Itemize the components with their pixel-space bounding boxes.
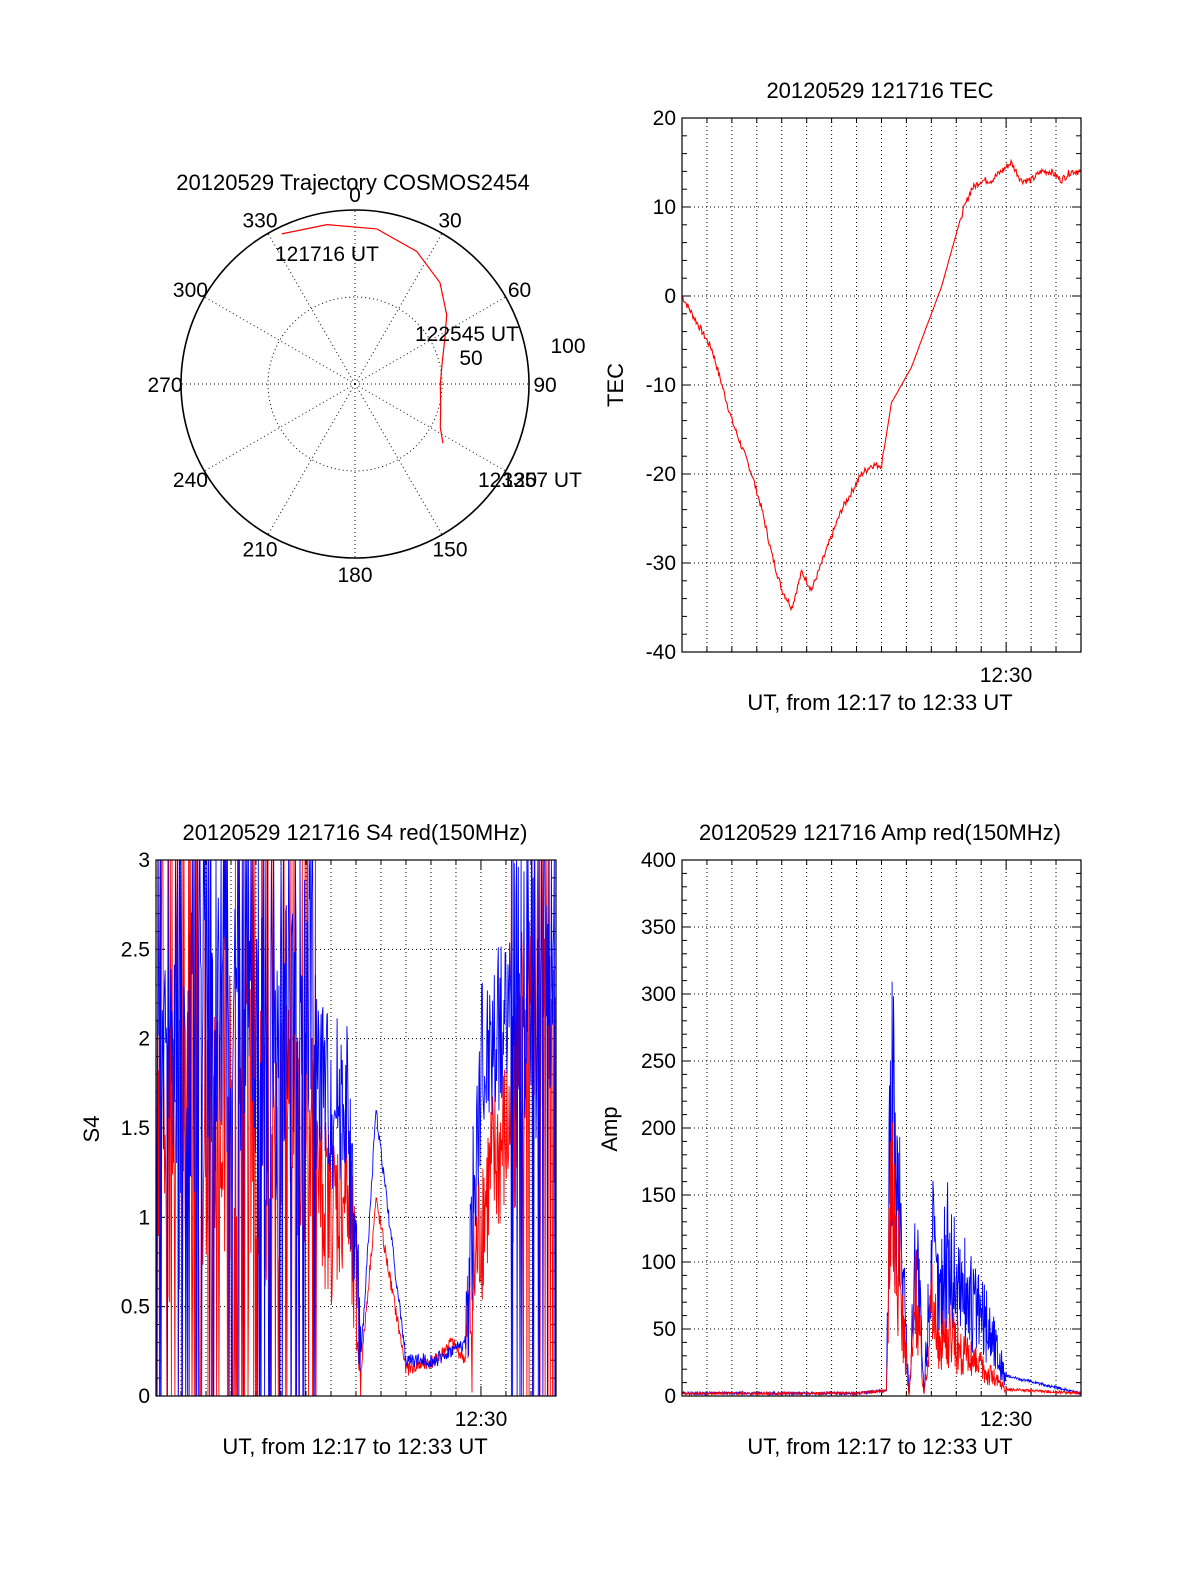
polar-spoke-150	[354, 383, 443, 535]
s4-title: 20120529 121716 S4 red(150MHz)	[183, 820, 528, 845]
polar-panel: 20120529 Trajectory COSMOS2454 0 30 60 90 12…	[147, 170, 585, 587]
s4-blue-series-line	[155, 859, 557, 1397]
polar-angle-label-60: 60	[508, 279, 531, 302]
tec-ytick-label-6: 20	[653, 107, 676, 130]
tec-panel: 20120529 121716 TEC -40 -30 -20 -10 0 10 20 12…	[603, 78, 1082, 715]
amp-panel: 20120529 121716 Amp red(150MHz) 0 50 100 15…	[597, 820, 1082, 1459]
polar-angle-label-210: 210	[242, 539, 277, 562]
polar-spoke-330	[267, 233, 356, 385]
amp-ytick-label-3: 150	[641, 1184, 676, 1207]
s4-series	[155, 859, 557, 1397]
amp-red-series-line	[681, 1113, 1082, 1397]
polar-angle-label-300: 300	[173, 279, 208, 302]
polar-spoke-210	[267, 383, 356, 535]
amp-ytick-label-8: 400	[641, 849, 676, 872]
polar-grid-ring-50	[267, 296, 443, 472]
polar-grid	[181, 210, 529, 558]
tec-ytick-label-2: -20	[646, 463, 676, 486]
tec-ytick-label-0: -40	[646, 641, 676, 664]
amp-ytick-label-6: 300	[641, 983, 676, 1006]
s4-ytick-label-6: 3	[138, 849, 150, 872]
amp-ytick-label-7: 350	[641, 916, 676, 939]
amp-x-axis-label: UT, from 12:17 to 12:33 UT	[747, 1434, 1012, 1459]
polar-r-label-100: 100	[550, 335, 585, 358]
tec-axes-frame	[681, 117, 1082, 653]
polar-title: 20120529 Trajectory COSMOS2454	[176, 170, 529, 195]
amp-ytick-label-4: 200	[641, 1117, 676, 1140]
tec-ytick-label-3: -10	[646, 374, 676, 397]
amp-title: 20120529 121716 Amp red(150MHz)	[699, 820, 1061, 845]
trajectory-track	[281, 223, 448, 444]
tec-ytick-label-1: -30	[646, 552, 676, 575]
amp-ytick-label-5: 250	[641, 1050, 676, 1073]
trajectory-start-label: 121716 UT	[275, 243, 379, 266]
tec-series-line	[681, 158, 1082, 612]
polar-spoke-60	[354, 296, 506, 385]
s4-ytick-label-0: 0	[138, 1385, 150, 1408]
polar-spoke-300	[204, 296, 356, 385]
polar-spoke-120	[354, 383, 506, 472]
s4-ytick-label-2: 1	[138, 1206, 150, 1229]
polar-angle-label-240: 240	[173, 469, 208, 492]
trajectory-end-label: 123357 UT	[478, 469, 582, 492]
amp-ytick-label-1: 50	[653, 1318, 676, 1341]
tec-ytick-label-5: 10	[653, 196, 676, 219]
polar-angle-labels: 0 30 60 90 120 150 180 210 240 270 300 330	[147, 184, 556, 587]
polar-angle-label-90: 90	[533, 374, 556, 397]
trajectory-mid-label: 122545 UT	[415, 323, 519, 346]
polar-angle-label-120: 120	[502, 469, 537, 492]
amp-x-tick-label: 12:30	[980, 1408, 1033, 1431]
amp-axes-frame	[681, 859, 1082, 1397]
tec-x-tick-label: 12:30	[980, 664, 1033, 687]
amp-y-tick-labels: 0 50 100 150 200 250 300 350 400	[641, 849, 676, 1408]
amp-ytick-label-2: 100	[641, 1251, 676, 1274]
s4-ytick-label-4: 2	[138, 1028, 150, 1051]
s4-x-axis-label: UT, from 12:17 to 12:33 UT	[222, 1434, 487, 1459]
polar-spoke-240	[204, 383, 356, 472]
tec-y-axis-label: TEC	[603, 363, 628, 407]
tec-title: 20120529 121716 TEC	[766, 78, 993, 103]
polar-outer-circle	[180, 209, 530, 559]
s4-y-tick-labels: 0 0.5 1 1.5 2 2.5 3	[121, 849, 150, 1408]
polar-angle-label-180: 180	[337, 564, 372, 587]
s4-ytick-label-3: 1.5	[121, 1117, 150, 1140]
s4-ytick-label-1: 0.5	[121, 1296, 150, 1319]
tec-ytick-label-4: 0	[664, 285, 676, 308]
polar-angle-label-330: 330	[242, 209, 277, 232]
tec-y-tick-labels: -40 -30 -20 -10 0 10 20	[646, 107, 676, 664]
amp-ytick-label-0: 0	[664, 1385, 676, 1408]
polar-angle-label-0: 0	[349, 184, 361, 207]
polar-spoke-30	[354, 233, 443, 385]
s4-x-tick-label: 12:30	[455, 1408, 508, 1431]
tec-grid	[681, 117, 1082, 653]
polar-angle-label-30: 30	[438, 209, 461, 232]
s4-panel: 20120529 121716 S4 red(150MHz) 0 0.5 1 1.5 2…	[79, 820, 557, 1459]
s4-y-axis-label: S4	[79, 1116, 104, 1143]
amp-grid	[681, 859, 1082, 1397]
polar-angle-label-150: 150	[432, 539, 467, 562]
tec-x-axis-label: UT, from 12:17 to 12:33 UT	[747, 690, 1012, 715]
polar-r-label-50: 50	[459, 347, 482, 370]
s4-axes-frame	[155, 859, 557, 1397]
amp-y-axis-label: Amp	[597, 1106, 622, 1151]
amp-series	[681, 981, 1082, 1397]
s4-ytick-label-5: 2.5	[121, 938, 150, 961]
polar-angle-label-270: 270	[147, 374, 182, 397]
